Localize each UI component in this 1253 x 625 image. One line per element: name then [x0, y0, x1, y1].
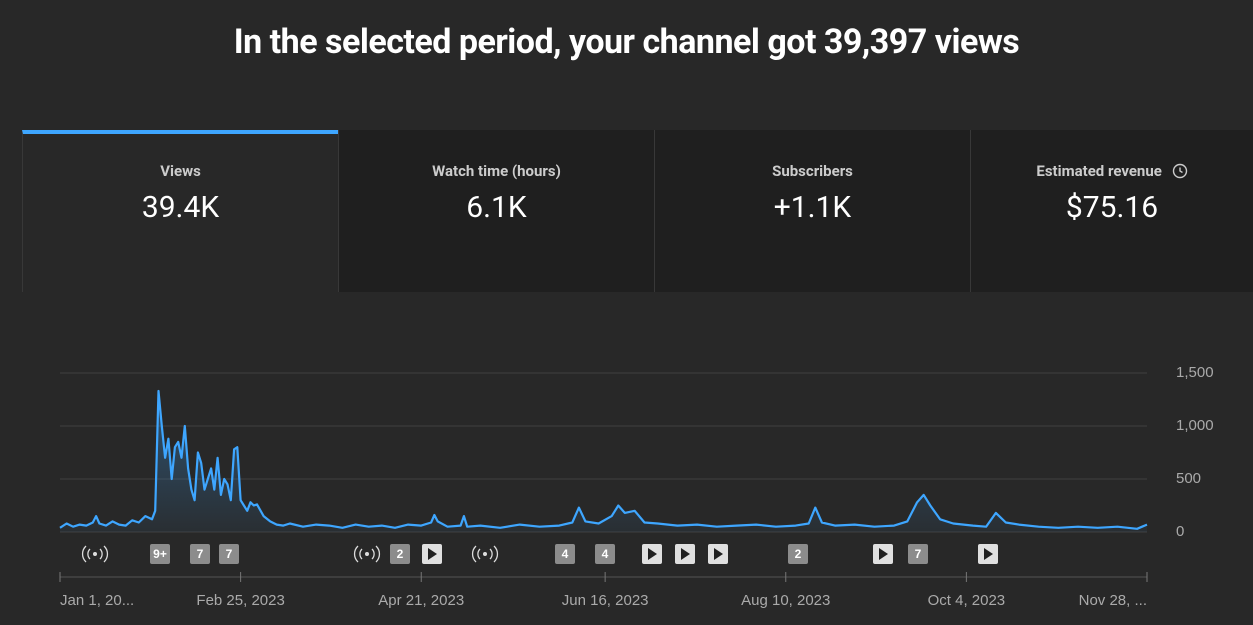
play-icon	[681, 548, 690, 560]
area	[60, 391, 1147, 532]
tab[interactable]: Views 39.4K	[22, 130, 338, 292]
tab-value: 39.4K	[141, 190, 220, 225]
marker-badge	[908, 544, 928, 564]
tab-value: $75.16	[1065, 190, 1159, 225]
marker-label: 7	[915, 547, 922, 561]
marker-label: 4	[562, 547, 569, 561]
x-tick-label: Apr 21, 2023	[378, 592, 464, 609]
tab-label: Estimated revenue	[971, 162, 1253, 180]
live-icon	[471, 545, 499, 563]
x-tick-label: Jun 16, 2023	[562, 592, 649, 609]
x-tick-label: Feb 25, 2023	[196, 592, 284, 609]
x-tick-label: Jan 1, 20...	[60, 592, 134, 609]
play-icon	[714, 548, 723, 560]
marker-badge	[190, 544, 210, 564]
tab[interactable]: Watch time (hours) 6.1K	[338, 130, 654, 292]
tab-value: +1.1K	[773, 190, 852, 225]
y-tick-label: 0	[1176, 523, 1184, 540]
tab-value: 6.1K	[466, 190, 527, 225]
video-badge	[642, 544, 662, 564]
clock-icon	[1172, 163, 1187, 179]
video-badge	[708, 544, 728, 564]
tab-label: Subscribers	[772, 162, 853, 180]
tab[interactable]: Estimated revenue $75.16	[970, 130, 1253, 292]
marker-label: 2	[795, 547, 802, 561]
tab-label: Watch time (hours)	[432, 162, 561, 180]
tab-label-text: Estimated revenue	[1036, 162, 1162, 180]
play-icon	[879, 548, 888, 560]
marker-badge	[219, 544, 239, 564]
page-title: In the selected period, your channel got…	[233, 22, 1020, 62]
marker-label: 9+	[153, 547, 167, 561]
marker-badge	[595, 544, 615, 564]
y-tick-label: 1,000	[1176, 417, 1214, 434]
marker-label: 7	[226, 547, 233, 561]
marker-badge	[555, 544, 575, 564]
x-tick-label: Aug 10, 2023	[741, 592, 830, 609]
video-badge	[978, 544, 998, 564]
marker-badge	[390, 544, 410, 564]
marker-label: 7	[197, 547, 204, 561]
video-badge	[873, 544, 893, 564]
markers	[81, 545, 499, 563]
y-tick-label: 500	[1176, 470, 1201, 487]
line	[59, 389, 1148, 530]
marker-label: 4	[602, 547, 609, 561]
tab[interactable]: Subscribers +1.1K	[654, 130, 970, 292]
tab-label: Views	[160, 162, 201, 180]
video-badge	[422, 544, 442, 564]
play-icon	[648, 548, 657, 560]
x-tick-label: Oct 4, 2023	[928, 592, 1006, 609]
x-tick-label: Nov 28, ...	[1079, 592, 1147, 609]
play-icon	[984, 548, 993, 560]
marker-badge	[788, 544, 808, 564]
marker-label: 2	[397, 547, 404, 561]
y-tick-label: 1,500	[1176, 364, 1214, 381]
video-badge	[675, 544, 695, 564]
play-icon	[428, 548, 437, 560]
live-icon	[353, 545, 381, 563]
marker-badge	[150, 544, 170, 564]
live-icon	[81, 545, 109, 563]
